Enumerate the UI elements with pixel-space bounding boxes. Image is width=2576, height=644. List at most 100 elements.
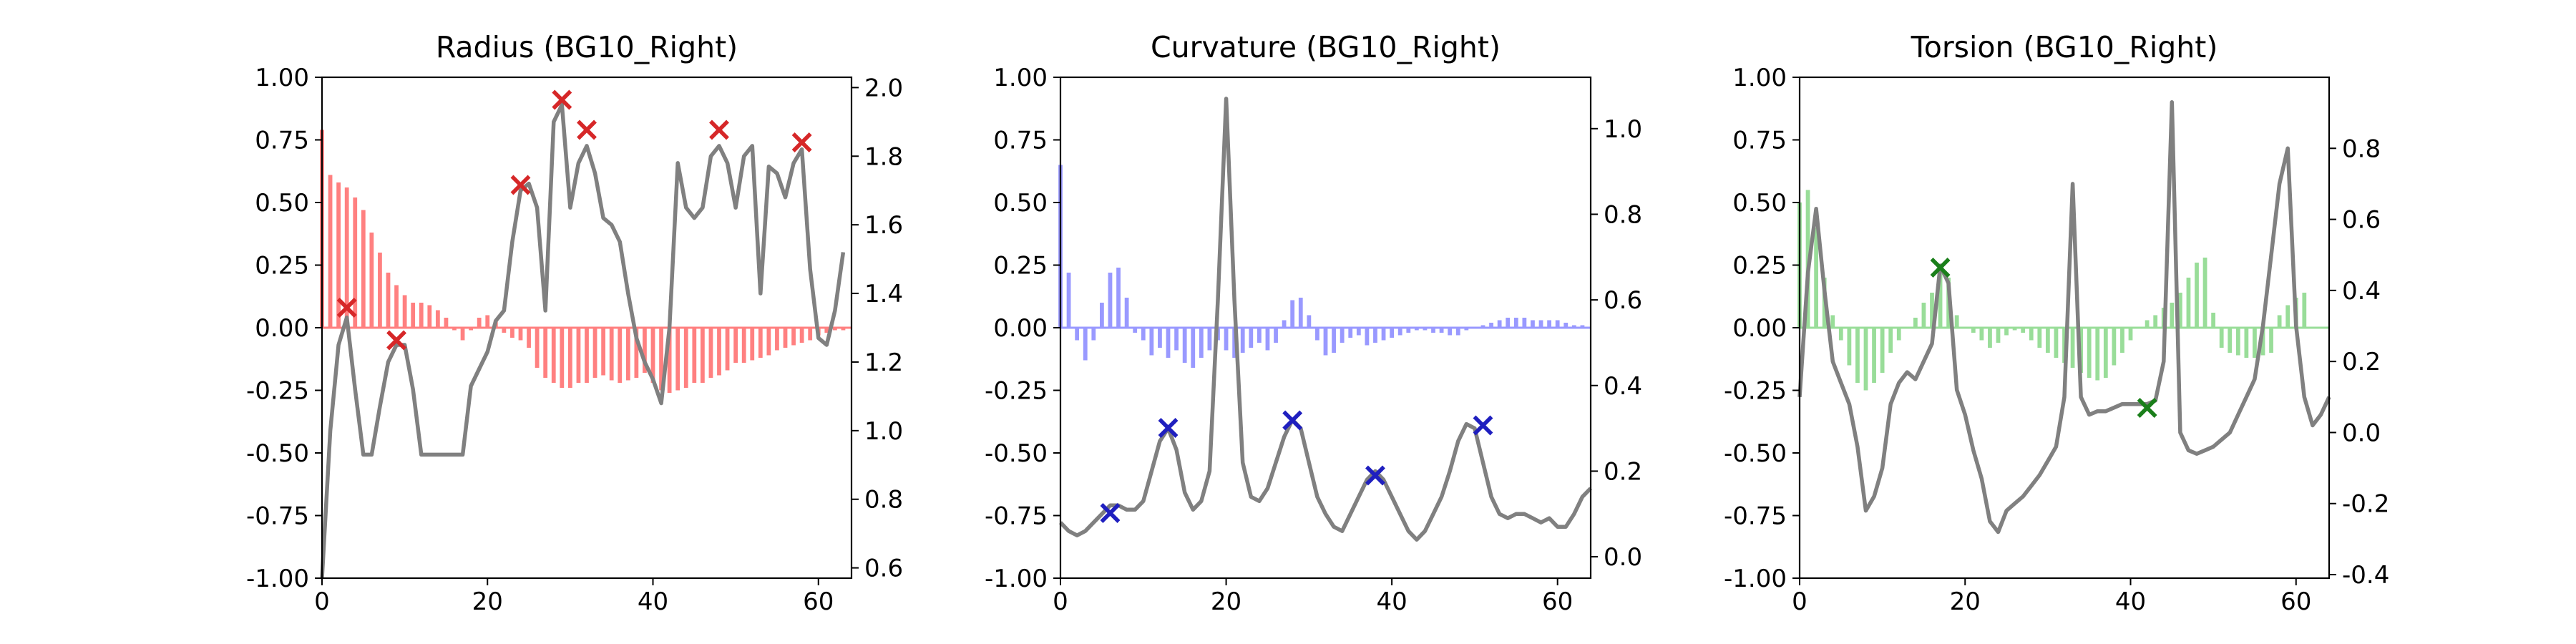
radius-bar-19: [477, 318, 482, 328]
curvature-bar-20: [1224, 328, 1229, 351]
radius-bar-6: [369, 233, 374, 328]
curvature-bar-31: [1315, 328, 1319, 341]
curvature-bar-12: [1158, 328, 1162, 348]
curvature-bar-25: [1265, 328, 1270, 351]
curvature-bar-51: [1480, 325, 1485, 328]
radius-bar-8: [386, 273, 391, 328]
curvature-bar-38: [1373, 328, 1377, 343]
curvature-bar-27: [1282, 320, 1287, 328]
radius-bar-48: [717, 328, 721, 376]
torsion-bar-61: [2302, 293, 2307, 328]
subplot-curvature: 0 20 40 60 -1.00 -0.75 -0.50 -0.25 0.00 0.25 0.50 0…: [985, 30, 1642, 616]
radius-bar-37: [625, 328, 630, 381]
radius-bar-36: [618, 328, 623, 383]
curvature-bar-3: [1083, 328, 1088, 361]
curvature-marker-0: [1100, 503, 1121, 523]
curvature-ytick-label-5: 0.25: [993, 252, 1048, 280]
curvature-bar-10: [1141, 328, 1146, 341]
radius-bar-33: [592, 328, 597, 378]
radius-ytick-label-8: 1.00: [255, 64, 309, 92]
radius-marker-3: [552, 89, 572, 110]
curvature-bar-34: [1340, 328, 1345, 343]
curvature-bar-60: [1555, 320, 1560, 328]
torsion-bar-31: [2054, 328, 2059, 358]
radius-bar-40: [650, 328, 655, 383]
curvature-ytick-label-0: -1.00: [985, 565, 1048, 593]
radius-y2tick-label-1: 0.8: [864, 486, 903, 514]
torsion-bar-24: [1996, 328, 2001, 343]
curvature-ytick-label-6: 0.50: [993, 189, 1048, 218]
curvature-bar-49: [1464, 328, 1469, 331]
radius-ytick-label-7: 0.75: [255, 127, 309, 155]
radius-bar-3: [344, 187, 349, 328]
torsion-bar-36: [2095, 328, 2100, 381]
torsion-bar-54: [2244, 328, 2249, 358]
radius-bar-63: [841, 328, 846, 331]
radius-bar-30: [567, 328, 572, 388]
radius-bar-52: [750, 328, 755, 361]
curvature-bar-1: [1066, 273, 1071, 328]
curvature-bar-8: [1124, 298, 1129, 328]
curvature-bar-59: [1547, 320, 1551, 328]
radius-marker-2: [510, 175, 531, 195]
torsion-bar-56: [2260, 328, 2265, 356]
radius-y2tick-label-0: 0.6: [864, 555, 903, 583]
curvature-xtick-label-1: 20: [1211, 587, 1241, 616]
radius-y2tick-label-7: 2.0: [864, 74, 903, 102]
torsion-bar-27: [2021, 328, 2026, 333]
torsion-y2tick-label-6: 0.8: [2342, 135, 2381, 163]
radius-bar-58: [799, 328, 804, 343]
radius-bar-35: [609, 328, 614, 381]
radius-bar-57: [791, 328, 796, 346]
torsion-bar-25: [2004, 328, 2009, 336]
curvature-ytick-label-8: 1.00: [993, 64, 1048, 92]
torsion-bar-37: [2103, 328, 2108, 378]
torsion-bar-45: [2170, 303, 2175, 328]
torsion-bar-23: [1988, 328, 1992, 348]
radius-bar-23: [510, 328, 514, 338]
radius-ytick-label-6: 0.50: [255, 189, 309, 218]
radius-bar-44: [683, 328, 688, 388]
radius-bar-59: [808, 328, 813, 341]
subplot-radius: 0 20 40 60 -1.00 -0.75 -0.50 -0.25 0.00 0.25 0.50 0…: [246, 30, 903, 616]
torsion-bar-57: [2269, 328, 2273, 353]
radius-bar-24: [518, 328, 523, 341]
curvature-marker-2: [1282, 410, 1303, 431]
radius-bar-45: [692, 328, 697, 383]
radius-bar-41: [659, 328, 663, 391]
curvature-bar-56: [1522, 318, 1527, 328]
torsion-bar-28: [2029, 328, 2034, 341]
torsion-xtick-label-1: 20: [1950, 587, 1981, 616]
curvature-bar-22: [1240, 328, 1245, 353]
torsion-ytick-label-4: 0.00: [1732, 314, 1787, 343]
torsion-bar-58: [2277, 315, 2282, 328]
torsion-bar-29: [2037, 328, 2042, 348]
curvature-bar-14: [1174, 328, 1179, 351]
curvature-bar-32: [1323, 328, 1328, 356]
torsion-bar-19: [1954, 315, 1959, 328]
curvature-ytick-label-3: -0.25: [985, 377, 1048, 406]
radius-bar-38: [634, 328, 639, 378]
radius-bar-22: [502, 328, 507, 333]
torsion-y2tick-label-4: 0.4: [2342, 277, 2381, 306]
torsion-y2tick-label-0: -0.4: [2342, 561, 2389, 590]
torsion-y2tick-label-2: 0.0: [2342, 419, 2381, 447]
curvature-bar-5: [1100, 303, 1104, 328]
curvature-bar-23: [1249, 328, 1254, 348]
radius-bar-53: [758, 328, 763, 358]
torsion-bar-6: [1847, 328, 1852, 366]
curvature-bar-21: [1232, 328, 1237, 358]
curvature-bar-54: [1506, 318, 1511, 328]
radius-bar-31: [576, 328, 581, 383]
curvature-bar-4: [1091, 328, 1096, 341]
radius-bar-56: [783, 328, 788, 348]
curvature-bar-41: [1397, 328, 1402, 336]
torsion-xtick-label-3: 60: [2280, 587, 2311, 616]
curvature-bar-13: [1166, 328, 1171, 358]
radius-bar-11: [411, 303, 416, 328]
radius-y2tick-label-6: 1.8: [864, 142, 903, 171]
radius-bar-13: [427, 305, 432, 328]
torsion-ytick-label-8: 1.00: [1732, 64, 1787, 92]
curvature-bar-37: [1365, 328, 1370, 346]
